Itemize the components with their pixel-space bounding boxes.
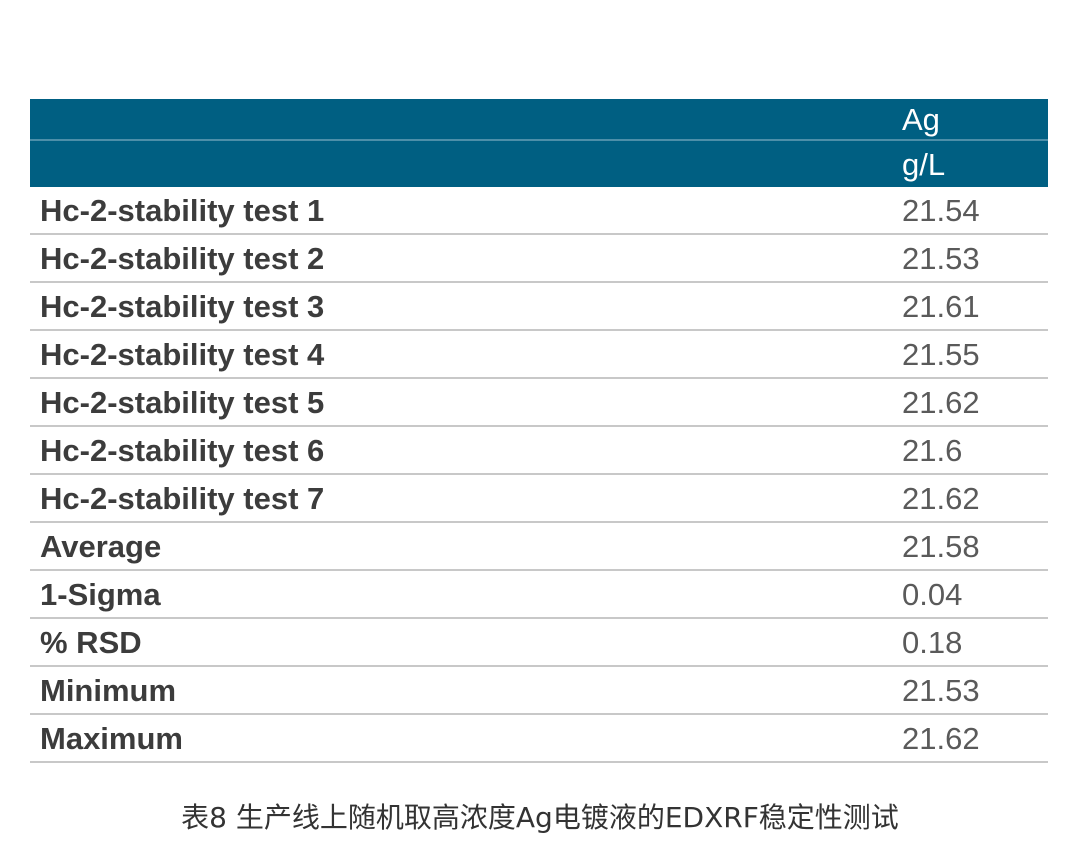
table-row: 1-Sigma 0.04 — [30, 570, 1048, 619]
table-row: Hc-2-stability test 5 21.62 — [30, 378, 1048, 427]
table-row: Minimum 21.53 — [30, 666, 1048, 715]
header-row-unit: g/L — [30, 140, 1048, 187]
row-label: % RSD — [30, 618, 890, 667]
row-value: 21.61 — [890, 282, 1048, 331]
row-value: 0.18 — [890, 618, 1048, 667]
table-header: Ag g/L — [30, 99, 1048, 187]
row-value: 21.62 — [890, 378, 1048, 427]
row-value: 21.53 — [890, 666, 1048, 715]
row-value: 21.54 — [890, 187, 1048, 235]
row-label: Average — [30, 522, 890, 571]
table-row: Hc-2-stability test 4 21.55 — [30, 330, 1048, 379]
row-label: Hc-2-stability test 5 — [30, 378, 890, 427]
header-label-cell — [30, 140, 890, 187]
table-row: Hc-2-stability test 3 21.61 — [30, 282, 1048, 331]
table-row: Hc-2-stability test 6 21.6 — [30, 426, 1048, 475]
header-row-element: Ag — [30, 99, 1048, 141]
table-row: Hc-2-stability test 2 21.53 — [30, 234, 1048, 283]
row-label: Minimum — [30, 666, 890, 715]
stability-table: Ag g/L Hc-2-stability test 1 21.54 Hc-2-s… — [30, 99, 1048, 763]
table-row: % RSD 0.18 — [30, 618, 1048, 667]
row-value: 21.53 — [890, 234, 1048, 283]
row-label: Hc-2-stability test 6 — [30, 426, 890, 475]
table-row: Hc-2-stability test 1 21.54 — [30, 187, 1048, 235]
row-value: 21.55 — [890, 330, 1048, 379]
row-label: Maximum — [30, 714, 890, 763]
stability-table-container: Ag g/L Hc-2-stability test 1 21.54 Hc-2-s… — [30, 99, 1048, 763]
row-label: 1-Sigma — [30, 570, 890, 619]
row-value: 21.6 — [890, 426, 1048, 475]
table-row: Maximum 21.62 — [30, 714, 1048, 763]
header-element: Ag — [890, 99, 1048, 141]
row-value: 21.62 — [890, 714, 1048, 763]
header-label-cell — [30, 99, 890, 141]
table-body: Hc-2-stability test 1 21.54 Hc-2-stabilit… — [30, 187, 1048, 763]
row-label: Hc-2-stability test 3 — [30, 282, 890, 331]
row-label: Hc-2-stability test 4 — [30, 330, 890, 379]
header-unit: g/L — [890, 140, 1048, 187]
table-row: Hc-2-stability test 7 21.62 — [30, 474, 1048, 523]
row-label: Hc-2-stability test 7 — [30, 474, 890, 523]
row-label: Hc-2-stability test 2 — [30, 234, 890, 283]
row-value: 0.04 — [890, 570, 1048, 619]
table-caption: 表8 生产线上随机取高浓度Ag电镀液的EDXRF稳定性测试 — [181, 801, 899, 834]
row-value: 21.62 — [890, 474, 1048, 523]
row-label: Hc-2-stability test 1 — [30, 187, 890, 235]
table-row: Average 21.58 — [30, 522, 1048, 571]
row-value: 21.58 — [890, 522, 1048, 571]
